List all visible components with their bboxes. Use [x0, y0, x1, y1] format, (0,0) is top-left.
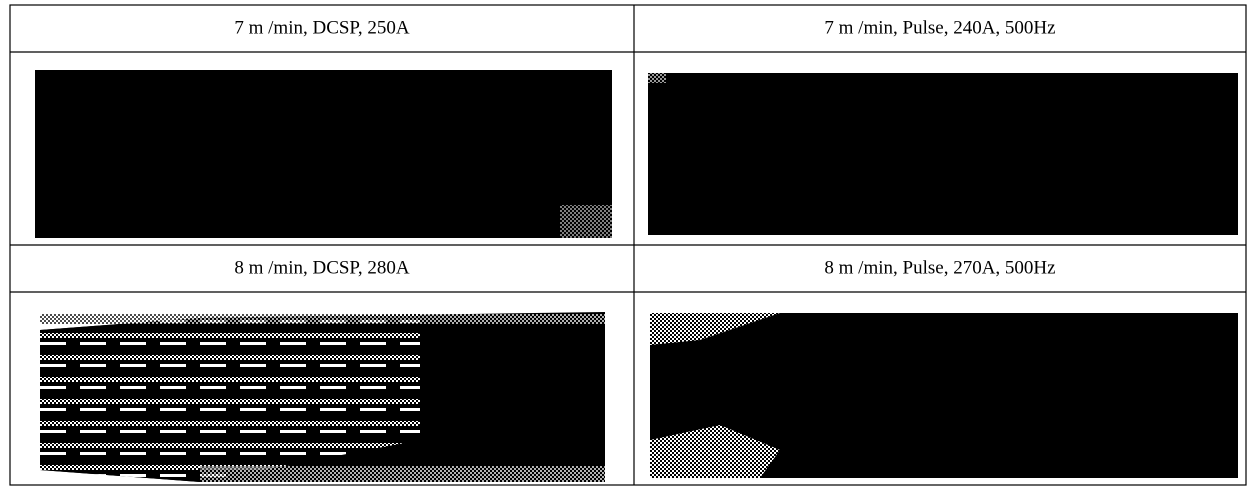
- micrograph: [650, 313, 1238, 478]
- figure-table: 7 m /min, DCSP, 250A 7 m /min, Pulse, 24…: [0, 0, 1248, 488]
- page: {"table": {"rows": [["7 m /min, DCSP, 25…: [0, 0, 1248, 488]
- cell-caption: 7 m /min, Pulse, 240A, 500Hz: [824, 17, 1055, 38]
- micrograph: [35, 70, 612, 238]
- micrograph: [40, 312, 605, 482]
- cell-caption: 8 m /min, DCSP, 280A: [234, 257, 410, 278]
- cell-caption: 7 m /min, DCSP, 250A: [234, 17, 410, 38]
- cell-caption: 8 m /min, Pulse, 270A, 500Hz: [824, 257, 1055, 278]
- micrograph: [648, 73, 1238, 235]
